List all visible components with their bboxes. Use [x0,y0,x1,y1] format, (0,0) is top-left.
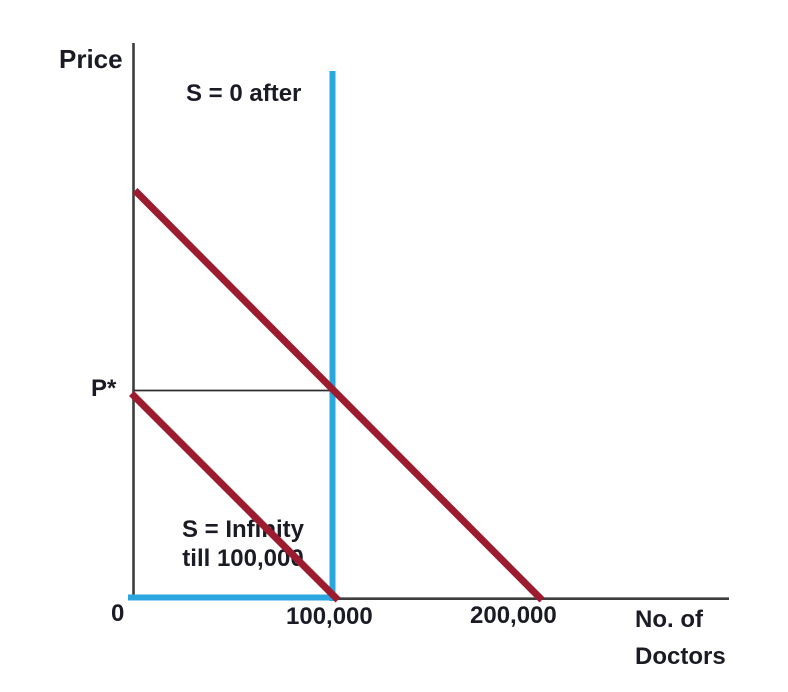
x-axis-title-line1: No. of [635,606,703,633]
x-axis-title-line2: Doctors [635,643,726,670]
equilibrium-price-label: P* [91,375,117,402]
x-axis-title: No. of Doctors [635,601,755,675]
x-tick-200000: 200,000 [470,602,557,629]
supply-after-annotation: S = 0 after [186,80,302,107]
x-tick-100000: 100,000 [286,603,373,630]
origin-tick-label: 0 [111,600,125,627]
demand-curve-inner [129,391,341,603]
demand-curve-outer [132,188,545,603]
supply-before-annotation-line1: S = Infinity [181,516,304,543]
y-axis-title: Price [59,44,123,74]
supply-before-annotation: S = Infinity till 100,000 [158,515,328,573]
